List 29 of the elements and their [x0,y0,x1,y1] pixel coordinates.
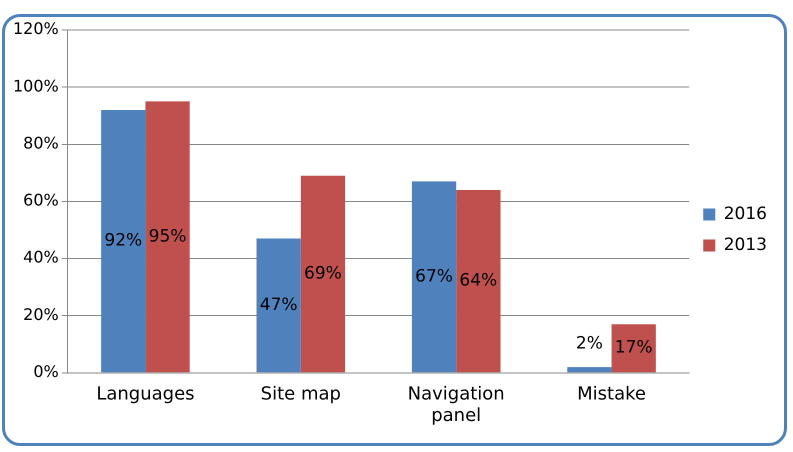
y-tick-label: 20% [23,304,59,324]
legend-label: 2016 [724,204,767,224]
data-label: 47% [260,294,298,315]
data-label: 92% [104,230,142,251]
x-tick-label: Navigation panel [408,383,505,426]
bar [612,324,656,372]
bar [567,367,612,372]
bar [145,101,190,372]
y-tick-label: 60% [23,190,59,210]
legend-label: 2013 [724,234,767,255]
data-label: 67% [415,266,453,286]
bar [456,190,500,372]
data-label: 17% [614,338,653,358]
y-tick-label: 120% [12,19,59,38]
x-tick-label: Site map [260,383,341,404]
y-tick-label: 80% [23,133,59,152]
data-label: 64% [459,270,498,291]
data-label: 69% [304,263,342,284]
bar [101,110,146,372]
bar [256,238,301,372]
x-tick-label: Languages [96,383,195,404]
data-label: 2% [576,334,603,354]
y-tick-label: 40% [23,248,59,267]
x-tick-label: Mistake [577,383,646,404]
y-tick-label: 100% [12,76,59,96]
bar [300,176,346,372]
data-label: 95% [148,226,186,246]
bar [412,181,456,372]
y-tick-label: 0% [33,362,59,381]
